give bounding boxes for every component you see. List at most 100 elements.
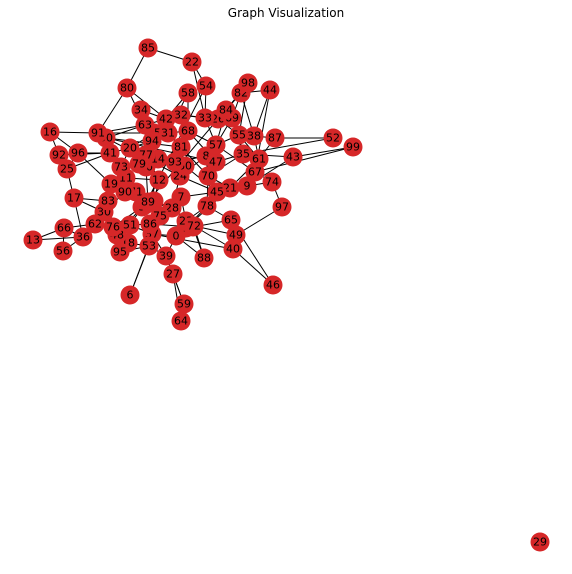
node-label: 84 xyxy=(219,104,233,117)
graph-node-90: 90 xyxy=(115,182,135,202)
graph-node-22: 22 xyxy=(182,52,202,72)
node-label: 61 xyxy=(252,153,266,166)
graph-node-43: 43 xyxy=(283,147,303,167)
node-label: 16 xyxy=(43,126,57,139)
node-layer: 0123456789101112131415161718192021222324… xyxy=(23,38,550,552)
graph-title: Graph Visualization xyxy=(228,6,344,20)
node-circle xyxy=(323,128,343,148)
graph-node-39: 39 xyxy=(156,246,176,266)
graph-node-38: 38 xyxy=(244,126,264,146)
graph-node-16: 16 xyxy=(40,122,60,142)
node-label: 76 xyxy=(106,221,120,234)
graph-node-86: 86 xyxy=(140,214,160,234)
node-circle xyxy=(110,242,130,262)
graph-node-65: 65 xyxy=(221,210,241,230)
node-circle xyxy=(195,108,215,128)
graph-node-59: 59 xyxy=(174,294,194,314)
graph-node-54: 54 xyxy=(196,76,216,96)
graph-node-80: 80 xyxy=(117,78,137,98)
node-label: 95 xyxy=(113,246,127,259)
node-label: 78 xyxy=(200,200,214,213)
node-circle xyxy=(265,128,285,148)
node-label: 49 xyxy=(229,229,243,242)
node-circle xyxy=(216,100,236,120)
node-circle xyxy=(178,121,198,141)
graph-node-74: 74 xyxy=(262,172,282,192)
node-label: 34 xyxy=(134,104,148,117)
node-circle xyxy=(142,131,162,151)
graph-node-97: 97 xyxy=(272,197,292,217)
node-label: 39 xyxy=(159,250,173,263)
graph-node-99: 99 xyxy=(343,137,363,157)
node-label: 56 xyxy=(56,245,70,258)
node-circle xyxy=(283,147,303,167)
node-label: 29 xyxy=(533,536,547,549)
node-label: 72 xyxy=(187,220,201,233)
node-circle xyxy=(40,122,60,142)
node-label: 98 xyxy=(241,77,255,90)
edge-40-37 xyxy=(151,233,234,250)
node-circle xyxy=(85,214,105,234)
node-label: 83 xyxy=(101,195,115,208)
node-label: 80 xyxy=(120,82,134,95)
node-label: 0 xyxy=(173,230,180,243)
node-circle xyxy=(178,83,198,103)
node-label: 93 xyxy=(168,156,182,169)
node-label: 32 xyxy=(174,109,188,122)
node-label: 38 xyxy=(247,130,261,143)
node-label: 40 xyxy=(226,243,240,256)
node-circle xyxy=(221,210,241,230)
node-circle xyxy=(262,172,282,192)
node-label: 55 xyxy=(232,129,246,142)
node-circle xyxy=(184,216,204,236)
node-label: 94 xyxy=(145,135,159,148)
node-label: 85 xyxy=(141,42,155,55)
graph-node-31: 31 xyxy=(158,123,178,143)
node-label: 96 xyxy=(71,147,85,160)
graph-node-27: 27 xyxy=(163,264,183,284)
graph-node-25: 25 xyxy=(57,159,77,179)
node-label: 92 xyxy=(52,149,66,162)
node-label: 63 xyxy=(138,119,152,132)
node-label: 20 xyxy=(123,142,137,155)
graph-node-92: 92 xyxy=(49,145,69,165)
node-circle xyxy=(237,176,257,196)
node-label: 19 xyxy=(104,178,118,191)
node-circle xyxy=(120,285,140,305)
graph-node-53: 53 xyxy=(139,236,159,256)
node-circle xyxy=(206,152,226,172)
graph-node-91: 91 xyxy=(88,123,108,143)
graph-node-78: 78 xyxy=(197,196,217,216)
graph-node-56: 56 xyxy=(53,241,73,261)
edge-99-67 xyxy=(254,146,354,173)
node-circle xyxy=(244,126,264,146)
node-label: 53 xyxy=(142,240,156,253)
node-label: 17 xyxy=(67,192,81,205)
graph-node-67: 67 xyxy=(245,162,265,182)
node-circle xyxy=(165,152,185,172)
node-circle xyxy=(100,143,120,163)
node-label: 73 xyxy=(114,161,128,174)
node-circle xyxy=(57,159,77,179)
node-label: 97 xyxy=(275,201,289,214)
graph-node-19: 19 xyxy=(101,174,121,194)
node-label: 42 xyxy=(159,113,173,126)
graph-node-13: 13 xyxy=(23,230,43,250)
graph-node-70: 70 xyxy=(198,166,218,186)
graph-node-79: 79 xyxy=(129,154,149,174)
graph-node-33: 33 xyxy=(195,108,215,128)
graph-node-57: 57 xyxy=(206,135,226,155)
node-label: 27 xyxy=(166,268,180,281)
node-circle xyxy=(120,215,140,235)
graph-node-63: 63 xyxy=(135,115,155,135)
graph-node-34: 34 xyxy=(131,100,151,120)
graph-node-62: 62 xyxy=(85,214,105,234)
node-label: 52 xyxy=(326,132,340,145)
graph-node-73: 73 xyxy=(111,157,131,177)
graph-node-94: 94 xyxy=(142,131,162,151)
node-label: 45 xyxy=(210,186,224,199)
graph-node-64: 64 xyxy=(171,311,191,331)
node-label: 13 xyxy=(26,234,40,247)
node-label: 54 xyxy=(199,80,213,93)
